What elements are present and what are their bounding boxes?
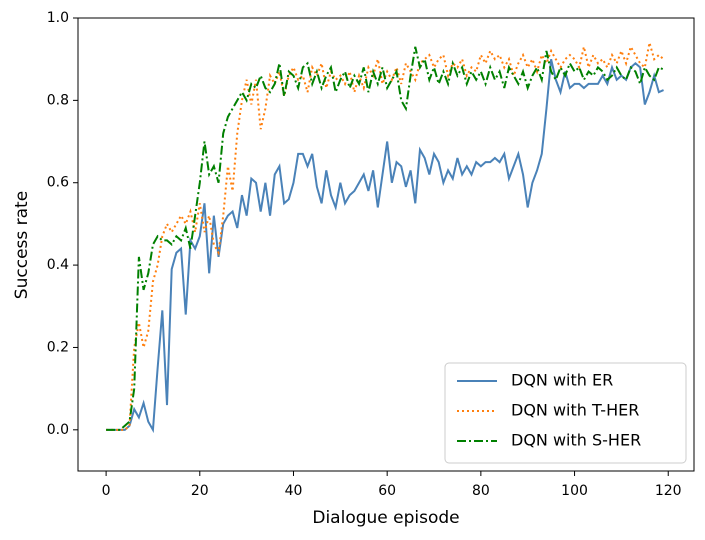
- y-tick-label: 1.0: [47, 10, 69, 26]
- x-tick-label: 100: [561, 483, 588, 499]
- legend-label: DQN with S-HER: [511, 431, 641, 450]
- y-axis-label: Success rate: [12, 191, 32, 299]
- x-tick-label: 80: [472, 483, 490, 499]
- x-tick-label: 0: [102, 483, 111, 499]
- x-tick-label: 40: [285, 483, 303, 499]
- series-line: [106, 42, 665, 431]
- series-line: [106, 46, 664, 431]
- y-tick-label: 0.0: [47, 422, 69, 438]
- x-axis-label: Dialogue episode: [312, 508, 459, 528]
- series-line: [106, 58, 664, 434]
- y-tick-label: 0.4: [47, 257, 69, 273]
- x-tick-label: 20: [191, 483, 209, 499]
- plot-frame: [77, 17, 695, 472]
- y-tick-label: 0.8: [47, 92, 69, 108]
- y-tick-label: 0.6: [47, 175, 69, 191]
- y-tick-label: 0.2: [47, 339, 69, 355]
- legend-label: DQN with ER: [511, 371, 613, 390]
- x-tick-label: 60: [378, 483, 396, 499]
- x-tick-label: 120: [655, 483, 682, 499]
- legend-label: DQN with T-HER: [511, 401, 639, 420]
- legend-box: [444, 362, 687, 464]
